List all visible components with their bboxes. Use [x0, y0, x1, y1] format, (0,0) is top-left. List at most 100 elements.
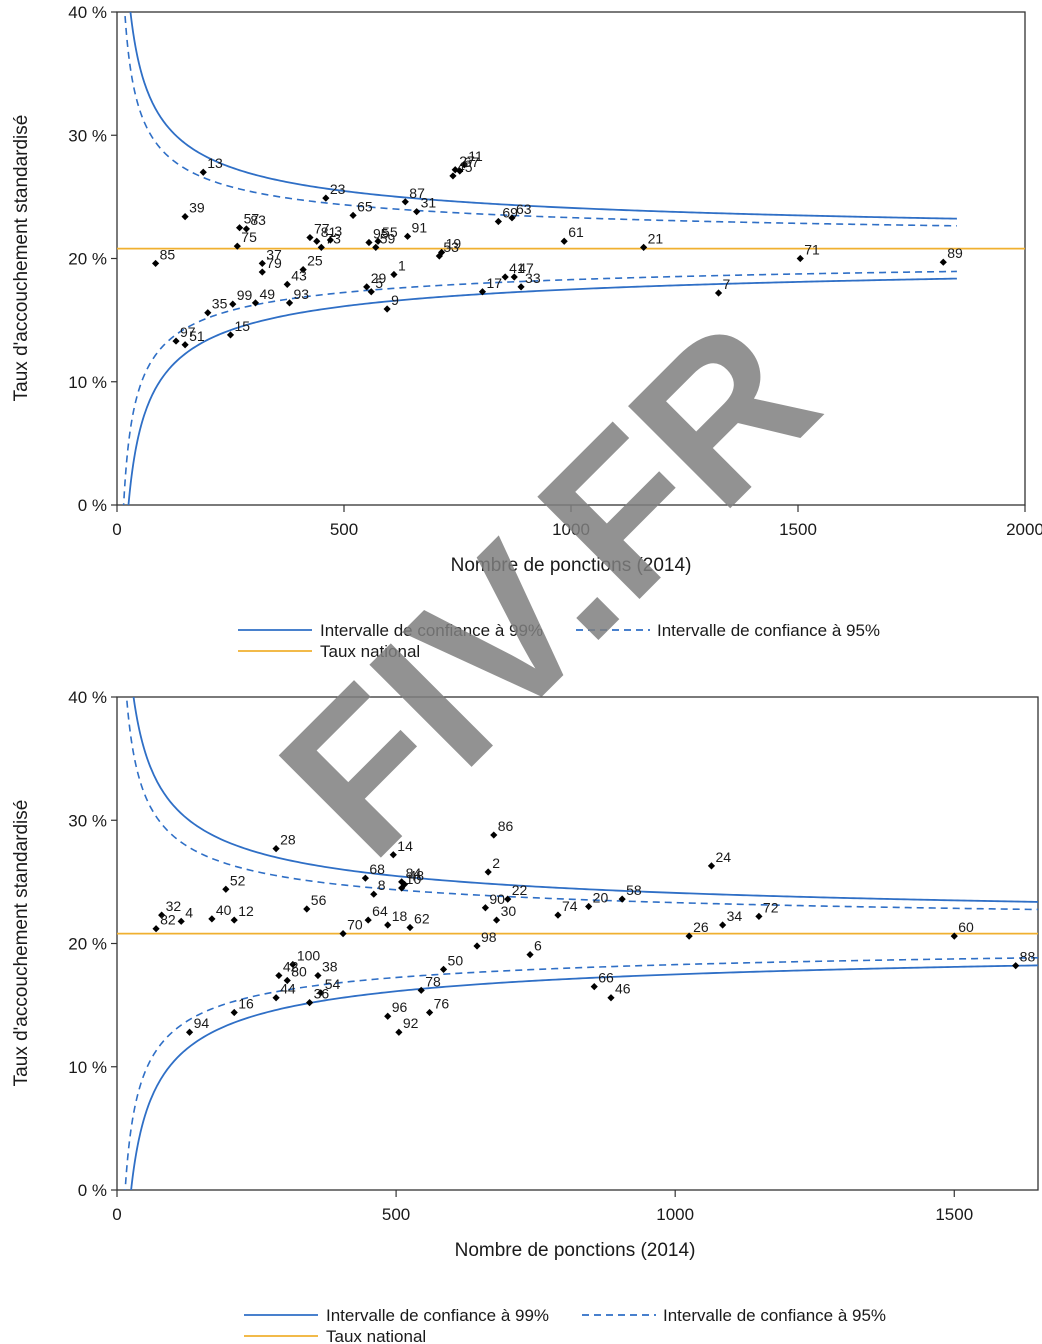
x-tick-label: 500	[382, 1205, 410, 1224]
data-point-label: 51	[189, 328, 205, 344]
legend-ci95-label: Intervalle de confiance à 95%	[663, 1306, 886, 1325]
legend: Intervalle de confiance à 99% Intervalle…	[244, 1306, 886, 1344]
ci95-upper-line	[125, 697, 1038, 911]
data-point: 17	[478, 275, 502, 296]
data-point: 42	[275, 959, 299, 980]
data-point-marker	[707, 862, 716, 870]
data-point-label: 54	[325, 976, 341, 992]
y-tick-label: 0 %	[78, 496, 107, 515]
data-point: 78	[417, 973, 441, 994]
data-point-marker	[554, 911, 562, 919]
data-point-marker	[365, 238, 373, 247]
data-point-label: 18	[392, 908, 408, 924]
x-tick-label: 0	[112, 1205, 121, 1224]
data-point: 74	[554, 898, 578, 919]
data-point-label: 96	[392, 999, 408, 1015]
data-point-marker	[517, 283, 525, 291]
data-point: 54	[317, 976, 341, 997]
data-point-label: 85	[160, 246, 176, 262]
y-tick-label: 40 %	[68, 3, 107, 22]
data-point-label: 92	[403, 1015, 419, 1031]
data-point-marker	[208, 915, 216, 923]
ci99-upper-line	[132, 697, 1038, 903]
y-axis-label: Taux d'accouchement standardisé	[11, 800, 32, 1087]
data-point-label: 77	[314, 221, 330, 237]
data-point: 26	[685, 919, 709, 940]
data-point-label: 33	[525, 270, 541, 286]
data-point-label: 31	[421, 195, 437, 211]
data-point-label: 82	[160, 912, 176, 928]
data-point-marker	[417, 986, 425, 994]
data-point: 2	[484, 855, 500, 876]
data-point-marker	[251, 299, 260, 307]
legend-ci99-label: Intervalle de confiance à 99%	[326, 1306, 549, 1325]
data-point-marker	[401, 198, 409, 206]
data-point: 62	[406, 910, 430, 932]
data-point: 82	[152, 912, 176, 933]
data-point-label: 13	[207, 155, 223, 171]
data-point-marker	[152, 925, 160, 933]
data-point-label: 28	[280, 832, 296, 848]
ci99-upper-line	[129, 12, 957, 220]
data-point: 3	[326, 223, 342, 244]
data-point-label: 50	[448, 952, 464, 968]
data-point-marker	[272, 994, 280, 1002]
data-point-marker	[389, 851, 397, 859]
data-point-marker	[398, 884, 406, 892]
x-tick-label: 500	[330, 520, 358, 539]
data-point: 44	[272, 981, 296, 1002]
data-point-label: 89	[947, 245, 963, 261]
data-point: 10	[398, 871, 421, 892]
data-point-label: 43	[291, 267, 307, 283]
data-point-label: 4	[185, 904, 193, 920]
data-point-label: 55	[382, 224, 398, 240]
data-point-label: 10	[406, 871, 422, 887]
data-point-marker	[258, 259, 266, 268]
data-point-label: 8	[378, 877, 386, 893]
data-point-marker	[478, 288, 487, 296]
data-point: 31	[413, 195, 436, 216]
data-point-label: 68	[369, 861, 385, 877]
data-point-marker	[510, 273, 518, 281]
ci95-lower-line	[124, 956, 1038, 1190]
data-point: 6	[526, 938, 542, 959]
y-axis-label: Taux d'accouchement standardisé	[11, 115, 32, 402]
data-point-label: 26	[693, 919, 709, 935]
y-tick-label: 10 %	[68, 1058, 107, 1077]
data-point-label: 66	[598, 970, 614, 986]
data-point-label: 20	[593, 890, 609, 906]
data-point-marker	[299, 265, 307, 274]
data-point: 4	[177, 904, 193, 925]
data-point-label: 65	[357, 198, 373, 214]
data-point: 32	[158, 898, 181, 919]
data-point-label: 63	[516, 201, 532, 217]
data-point-label: 95	[373, 225, 389, 241]
data-point-label: 88	[1020, 949, 1036, 965]
data-point-label: 2	[492, 855, 500, 871]
x-tick-label: 2000	[1006, 520, 1042, 539]
data-point-marker	[473, 942, 481, 950]
data-point-marker	[640, 243, 648, 252]
data-point-label: 56	[311, 892, 327, 908]
data-point-marker	[363, 283, 371, 291]
data-point-marker	[314, 971, 322, 980]
x-tick-label: 1000	[656, 1205, 694, 1224]
data-point-label: 57	[244, 211, 260, 227]
data-point-marker	[719, 921, 727, 929]
data-point-marker	[229, 300, 237, 308]
data-point-label: 6	[534, 938, 542, 954]
data-point-marker	[283, 280, 291, 288]
data-point: 66	[590, 970, 614, 991]
data-point-label: 30	[501, 903, 517, 919]
data-point: 15	[226, 318, 250, 339]
data-point-marker	[204, 309, 212, 317]
data-point-label: 49	[259, 286, 275, 302]
data-point-label: 71	[804, 242, 820, 258]
data-point: 75	[233, 229, 257, 250]
data-point: 13	[199, 155, 223, 176]
data-point: 88	[1012, 949, 1035, 970]
data-point-label: 32	[166, 898, 182, 914]
data-point-marker	[172, 337, 180, 345]
